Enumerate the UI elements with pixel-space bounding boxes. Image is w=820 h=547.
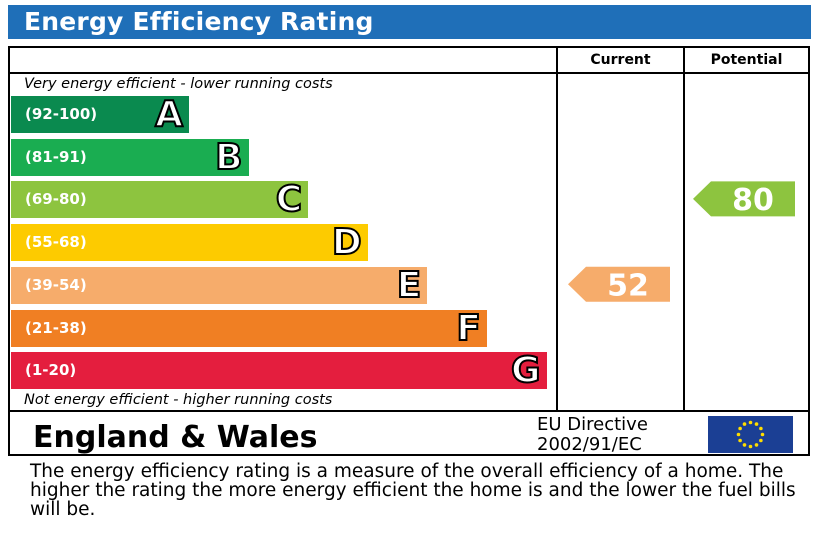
- band-range-label: (39-54): [25, 275, 87, 294]
- flag-star-icon: [748, 444, 753, 449]
- flag-star-icon: [748, 420, 753, 425]
- potential-column-header: Potential: [710, 52, 783, 68]
- band-letter: E: [396, 264, 423, 307]
- band-range-label: (55-68): [25, 233, 87, 252]
- band-d: (55-68) D: [11, 221, 368, 264]
- band-range-label: (81-91): [25, 147, 87, 166]
- band-range-label: (92-100): [25, 105, 98, 123]
- directive-line-1: EU Directive: [537, 414, 648, 435]
- rating-frame: [8, 46, 810, 456]
- flag-star-icon: [738, 426, 742, 431]
- flag-star-icon: [742, 443, 747, 447]
- band-a: (92-100) A: [11, 93, 189, 136]
- potential-column-divider: [683, 46, 685, 412]
- band-letter: C: [275, 178, 303, 221]
- flag-star-icon: [754, 443, 759, 447]
- flag-star-icon: [738, 438, 742, 443]
- band-letter: A: [154, 93, 184, 136]
- directive-line-2: 2002/91/EC: [537, 434, 642, 455]
- flag-star-icon: [760, 432, 765, 437]
- header-divider: [8, 72, 810, 74]
- band-letter: F: [455, 307, 482, 350]
- chart-title: Energy Efficiency Rating: [24, 7, 374, 36]
- band-c: (69-80) C: [11, 178, 309, 221]
- flag-star-icon: [736, 432, 741, 437]
- flag-star-icon: [754, 422, 759, 426]
- band-letter: B: [214, 136, 243, 179]
- flag-star-icon: [742, 422, 747, 426]
- eu-directive: EU Directive 2002/91/EC: [537, 415, 648, 455]
- band-range-label: (1-20): [25, 361, 77, 380]
- eu-flag-icon: [708, 416, 793, 453]
- band-e: (39-54) E: [11, 264, 428, 307]
- top-note: Very energy efficient - lower running co…: [24, 76, 333, 92]
- band-letter: G: [510, 349, 542, 392]
- current-column-header: Current: [590, 52, 651, 68]
- band-f: (21-38) F: [11, 307, 487, 350]
- band-letter: D: [331, 221, 363, 264]
- band-g: (1-20) G: [11, 349, 547, 392]
- band-range-label: (21-38): [25, 318, 87, 337]
- footer-divider: [8, 410, 810, 412]
- band-range-label: (69-80): [25, 190, 87, 209]
- title-bar: Energy Efficiency Rating: [8, 5, 811, 39]
- description: The energy efficiency rating is a measur…: [30, 461, 796, 520]
- flag-star-icon: [759, 438, 763, 443]
- band-b: (81-91) B: [11, 136, 249, 179]
- country-label: England & Wales: [33, 420, 318, 455]
- current-column-divider: [556, 46, 558, 412]
- bottom-note: Not energy efficient - higher running co…: [24, 392, 333, 408]
- flag-star-icon: [759, 426, 763, 431]
